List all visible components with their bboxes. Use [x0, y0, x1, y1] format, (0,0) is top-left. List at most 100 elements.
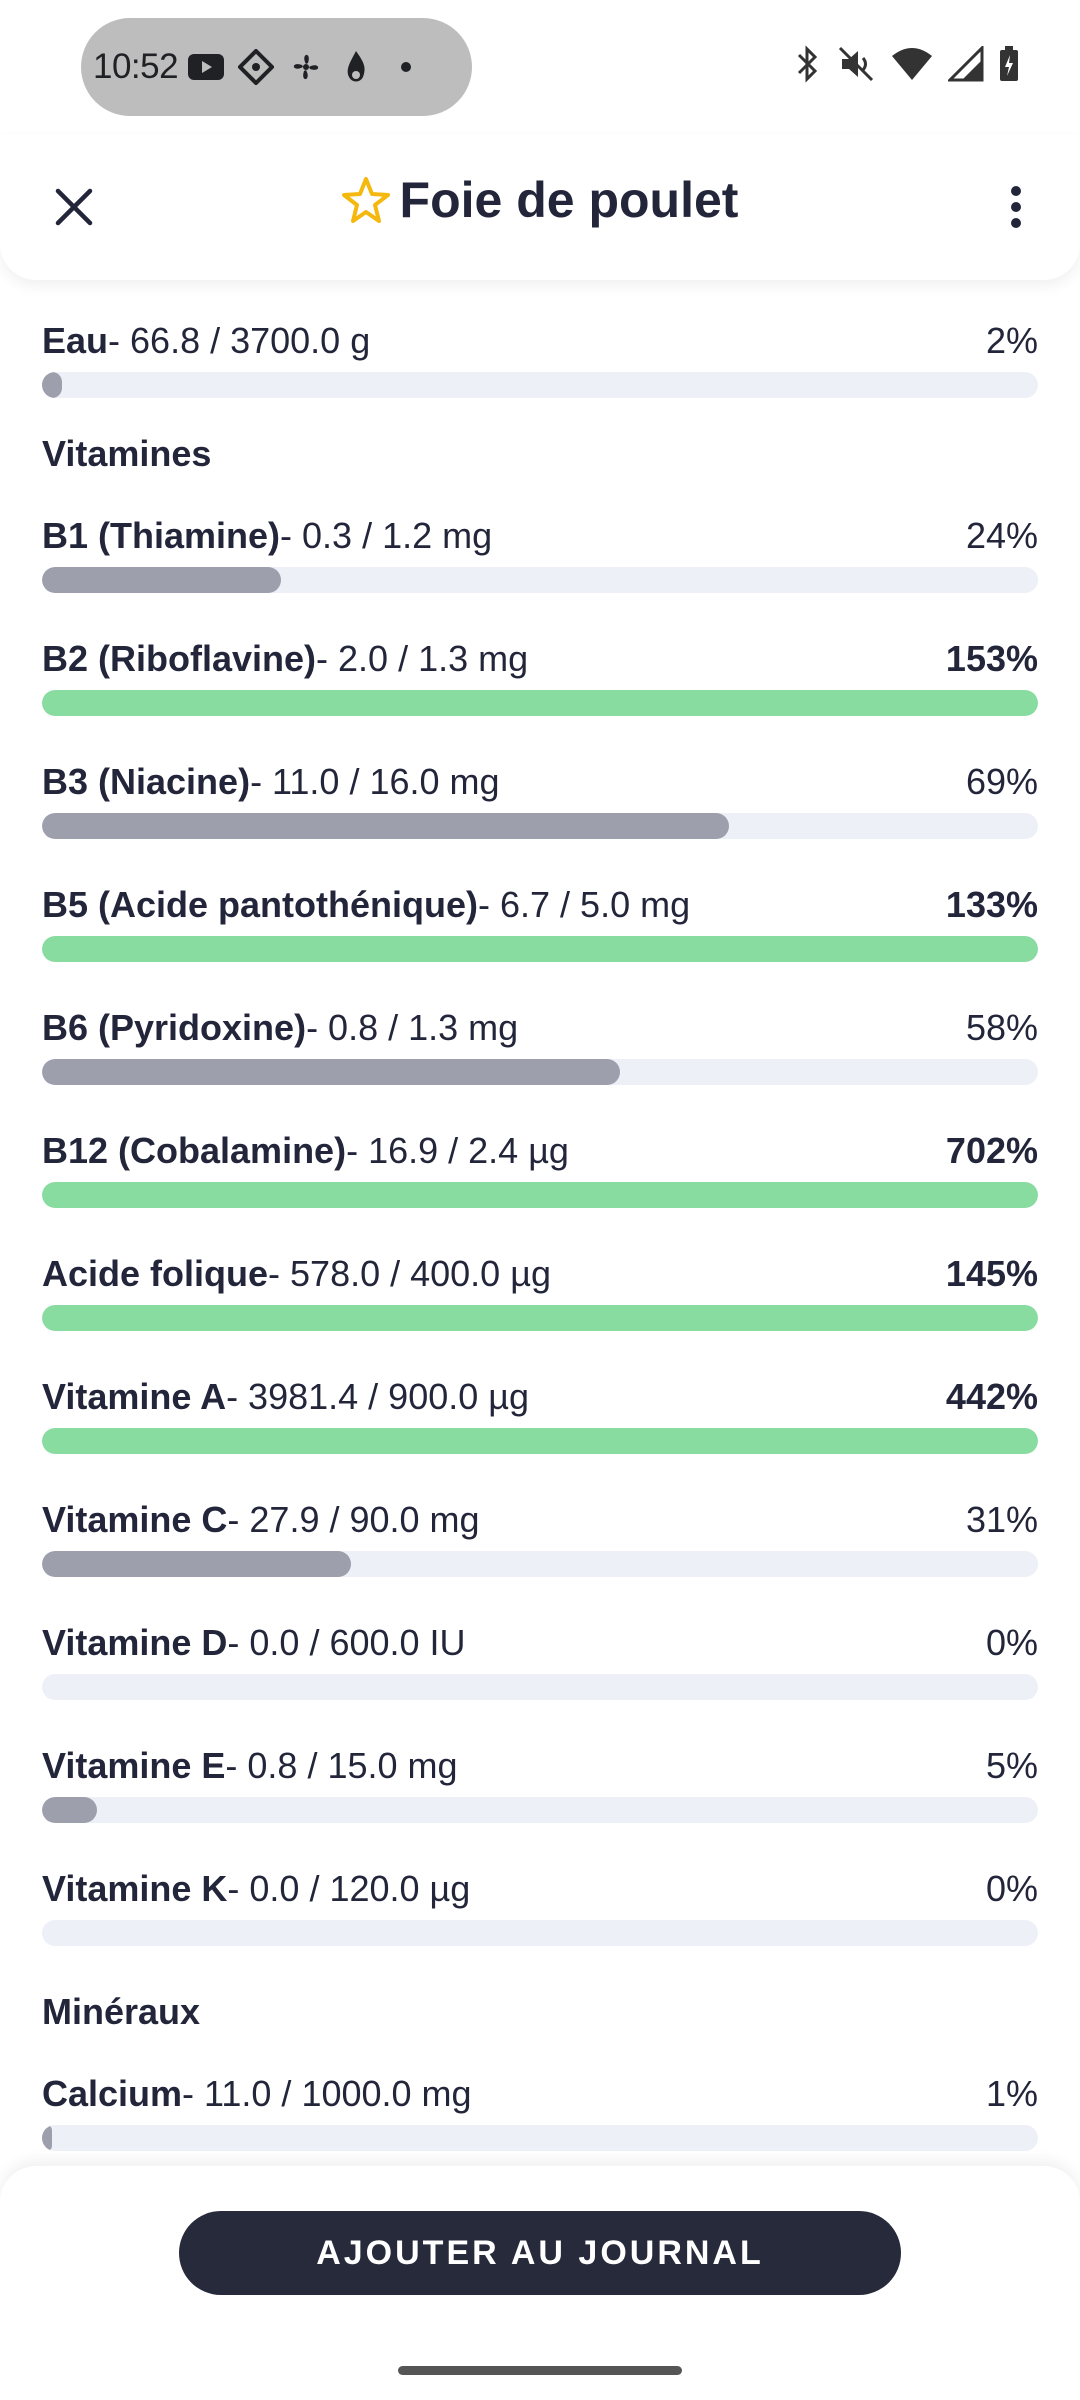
nutrient-list[interactable]: Eau- 66.8 / 3700.0 g 2% Vitamines B1 (Th…	[42, 280, 1038, 2156]
vitamin-row: B5 (Acide pantothénique)- 6.7 / 5.0 mg 13…	[42, 844, 1038, 967]
fan-icon	[284, 45, 328, 89]
progress-track	[42, 1182, 1038, 1208]
add-to-journal-button[interactable]: AJOUTER AU JOURNAL	[179, 2211, 901, 2295]
progress-track	[42, 2125, 1038, 2151]
vitamin-row: Vitamine D- 0.0 / 600.0 IU 0%	[42, 1582, 1038, 1705]
progress-fill	[42, 1428, 1038, 1454]
close-button[interactable]	[40, 173, 108, 241]
more-options-button[interactable]	[982, 173, 1050, 241]
nutrient-label: Vitamine E	[42, 1745, 226, 1786]
nutrient-label: Calcium	[42, 2073, 183, 2114]
nutrient-value: - 11.0 / 16.0 mg	[250, 761, 500, 802]
mineral-row: Calcium- 11.0 / 1000.0 mg 1%	[42, 2033, 1038, 2156]
battery-icon	[1000, 46, 1018, 81]
nutrient-label: B2 (Riboflavine)	[42, 638, 317, 679]
nutrient-value: - 27.9 / 90.0 mg	[227, 1499, 480, 1540]
youtube-icon	[184, 45, 228, 89]
nutrient-percent: 442%	[945, 1376, 1038, 1417]
vitamin-row: Vitamine K- 0.0 / 120.0 µg 0%	[42, 1828, 1038, 1951]
section-title-vitamins: Vitamines	[42, 433, 212, 474]
nutrient-percent: 24%	[965, 515, 1038, 556]
nutrient-label: B3 (Niacine)	[42, 761, 251, 802]
close-icon	[55, 188, 93, 226]
nutrient-percent: 153%	[945, 638, 1038, 679]
vitamin-row: Vitamine A- 3981.4 / 900.0 µg 442%	[42, 1336, 1038, 1459]
vitamin-row: B2 (Riboflavine)- 2.0 / 1.3 mg 153%	[42, 598, 1038, 721]
page-title: Foie de poulet	[399, 172, 739, 228]
progress-track	[42, 1305, 1038, 1331]
nutrient-label: Vitamine A	[42, 1376, 227, 1417]
header: Foie de poulet	[0, 135, 1080, 280]
progress-fill	[42, 2125, 52, 2151]
app-diamond-icon	[234, 45, 278, 89]
status-bar: 10:52	[0, 0, 1080, 135]
progress-fill	[42, 1797, 97, 1823]
nutrient-value: - 2.0 / 1.3 mg	[316, 638, 529, 679]
nutrient-value: - 0.0 / 600.0 IU	[227, 1622, 466, 1663]
mineral-list: Calcium- 11.0 / 1000.0 mg 1%	[42, 2033, 1038, 2156]
progress-fill	[42, 1551, 351, 1577]
nutrient-percent: 5%	[985, 1745, 1038, 1786]
wifi-icon	[892, 48, 932, 80]
vitamin-row: B12 (Cobalamine)- 16.9 / 2.4 µg 702%	[42, 1090, 1038, 1213]
nutrient-label: Vitamine K	[42, 1868, 228, 1909]
progress-track	[42, 813, 1038, 839]
home-indicator[interactable]	[398, 2366, 682, 2375]
nutrient-label: B6 (Pyridoxine)	[42, 1007, 307, 1048]
nutrient-value: - 6.7 / 5.0 mg	[478, 884, 691, 925]
nutrient-label: B5 (Acide pantothénique)	[42, 884, 479, 925]
dot-icon	[384, 45, 428, 89]
vitamin-row: Vitamine E- 0.8 / 15.0 mg 5%	[42, 1705, 1038, 1828]
nutrient-row-water: Eau- 66.8 / 3700.0 g 2%	[42, 280, 1038, 403]
nutrient-percent: 31%	[965, 1499, 1038, 1540]
bluetooth-icon	[797, 45, 818, 83]
status-pill: 10:52	[81, 18, 472, 116]
nutrient-value: - 0.3 / 1.2 mg	[280, 515, 493, 556]
nutrient-percent: 133%	[945, 884, 1038, 925]
nutrient-value: - 578.0 / 400.0 µg	[268, 1253, 551, 1294]
nutrient-value: - 3981.4 / 900.0 µg	[226, 1376, 530, 1417]
progress-fill	[42, 372, 62, 398]
nutrient-percent: 2%	[985, 320, 1038, 361]
section-title-minerals: Minéraux	[42, 1991, 201, 2032]
progress-fill	[42, 813, 730, 839]
progress-track	[42, 690, 1038, 716]
nutrient-label: B12 (Cobalamine)	[42, 1130, 347, 1171]
progress-track	[42, 567, 1038, 593]
nutrient-percent: 58%	[965, 1007, 1038, 1048]
flame-icon	[334, 45, 378, 89]
nutrient-label: Vitamine C	[42, 1499, 228, 1540]
progress-fill	[42, 567, 282, 593]
nutrient-percent: 1%	[985, 2073, 1038, 2114]
progress-track	[42, 1428, 1038, 1454]
mute-icon	[838, 46, 874, 82]
nutrient-label: B1 (Thiamine)	[42, 515, 281, 556]
progress-track	[42, 1551, 1038, 1577]
nutrient-value: - 11.0 / 1000.0 mg	[182, 2073, 472, 2114]
vitamin-row: Vitamine C- 27.9 / 90.0 mg 31%	[42, 1459, 1038, 1582]
progress-fill	[42, 1059, 620, 1085]
nutrient-value: - 0.0 / 120.0 µg	[227, 1868, 471, 1909]
more-vert-icon	[1011, 186, 1021, 228]
progress-track	[42, 936, 1038, 962]
nutrient-percent: 69%	[965, 761, 1038, 802]
bottom-action-panel: AJOUTER AU JOURNAL	[0, 2166, 1080, 2400]
nutrient-percent: 0%	[985, 1868, 1038, 1909]
nutrient-value: - 16.9 / 2.4 µg	[346, 1130, 569, 1171]
progress-track	[42, 1059, 1038, 1085]
progress-track	[42, 1797, 1038, 1823]
vitamin-list: B1 (Thiamine)- 0.3 / 1.2 mg 24% B2 (Ribofl…	[42, 475, 1038, 1951]
vitamin-row: B6 (Pyridoxine)- 0.8 / 1.3 mg 58%	[42, 967, 1038, 1090]
vitamin-row: B1 (Thiamine)- 0.3 / 1.2 mg 24%	[42, 475, 1038, 598]
progress-fill	[42, 936, 1038, 962]
nutrient-value: - 66.8 / 3700.0 g	[108, 320, 371, 361]
progress-track	[42, 372, 1038, 398]
progress-fill	[42, 1182, 1038, 1208]
progress-track	[42, 1920, 1038, 1946]
nutrient-percent: 0%	[985, 1622, 1038, 1663]
signal-icon	[948, 46, 984, 82]
progress-fill	[42, 1305, 1038, 1331]
favorite-star-icon[interactable]	[341, 176, 390, 224]
title-wrap: Foie de poulet	[0, 171, 1080, 229]
nutrient-percent: 145%	[945, 1253, 1038, 1294]
